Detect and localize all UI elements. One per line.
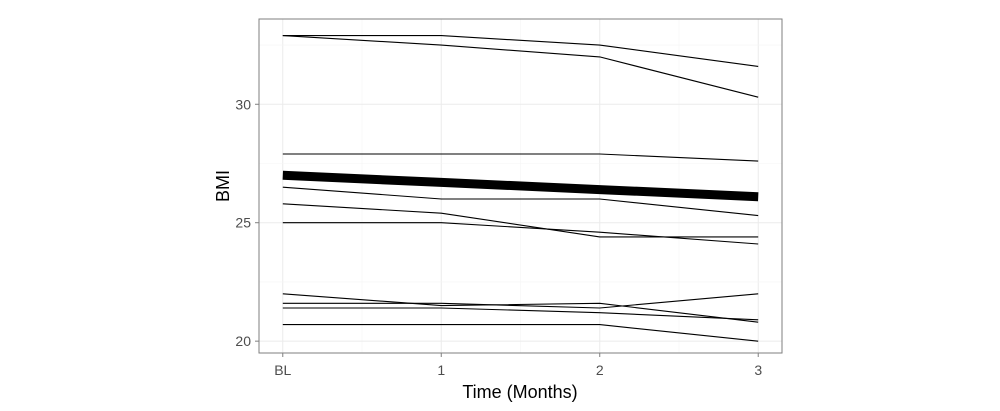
y-tick-label: 25 bbox=[235, 215, 251, 231]
series-line-10 bbox=[282, 307, 759, 321]
series-line-1 bbox=[282, 35, 759, 67]
series-line-2 bbox=[282, 35, 759, 98]
y-tick-label: 20 bbox=[235, 333, 251, 349]
series-lines bbox=[282, 35, 759, 342]
series-line-3 bbox=[282, 153, 759, 162]
series-line-5 bbox=[282, 186, 759, 217]
series-line-8 bbox=[282, 293, 759, 323]
y-axis-title: BMI bbox=[213, 170, 233, 202]
series-line-11 bbox=[282, 324, 759, 342]
y-tick-label: 30 bbox=[235, 96, 251, 112]
series-line-6 bbox=[282, 203, 759, 238]
x-tick-label: BL bbox=[274, 362, 291, 378]
series-line-7 bbox=[282, 222, 759, 245]
x-axis-title: Time (Months) bbox=[462, 382, 577, 402]
x-tick-label: 2 bbox=[596, 362, 604, 378]
x-tick-label: 1 bbox=[437, 362, 445, 378]
series-line-mean bbox=[282, 170, 759, 202]
x-tick-label: 3 bbox=[754, 362, 762, 378]
series-line-9 bbox=[282, 293, 759, 309]
y-axis: 20 25 30 bbox=[235, 96, 259, 349]
plot-panel-border bbox=[258, 18, 783, 354]
x-axis: BL 1 2 3 bbox=[274, 353, 762, 378]
